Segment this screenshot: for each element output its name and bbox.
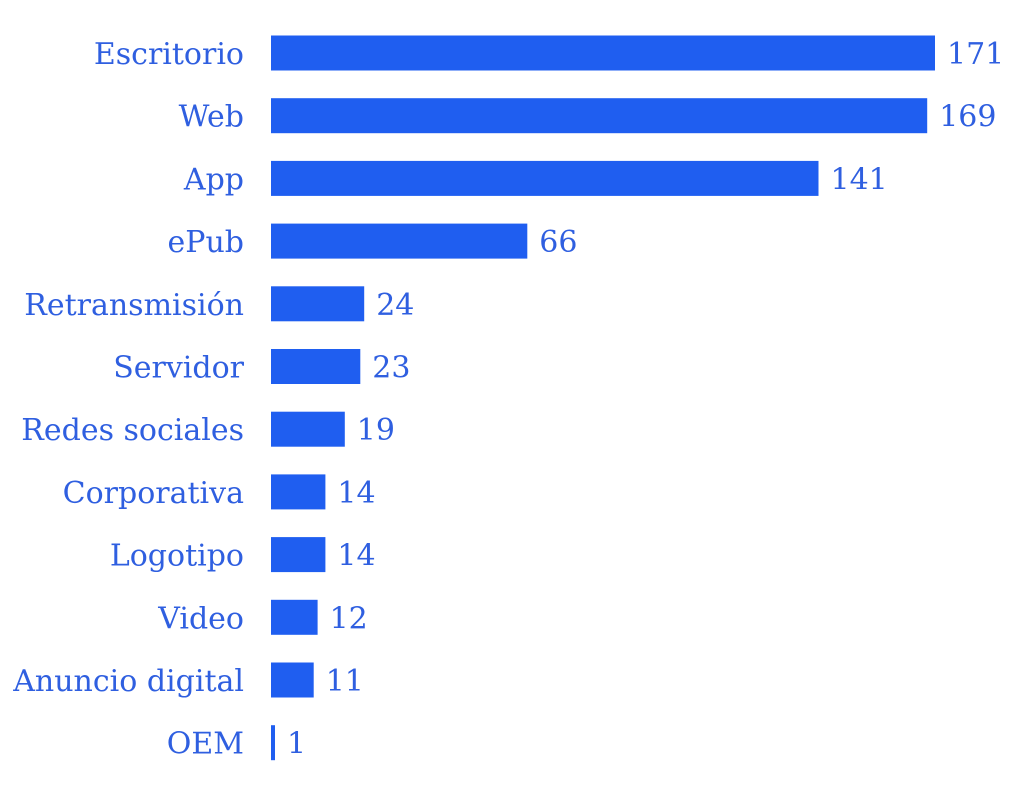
bar-video [271,599,318,635]
category-label-anuncio-digital: Anuncio digital [12,664,244,699]
value-label-anuncio-digital: 11 [326,664,364,699]
bar-logotipo [271,537,326,573]
category-label-logotipo: Logotipo [110,539,244,574]
bar-epub [271,223,528,259]
bar-corporativa [271,474,326,510]
category-label-corporativa: Corporativa [63,476,244,511]
category-label-redes-sociales: Redes sociales [21,413,244,448]
category-label-video: Video [157,601,244,636]
value-label-retransmision: 24 [376,288,414,323]
bar-oem [271,725,275,761]
bar-app [271,160,819,196]
bar-retransmision [271,286,365,322]
category-labels-group: Escritorio Web App ePub Retransmisión Servido… [12,37,244,762]
bar-escritorio [271,35,935,71]
category-label-app: App [183,162,244,197]
bar-servidor [271,349,361,384]
category-label-escritorio: Escritorio [94,37,244,72]
value-label-logotipo: 14 [337,539,375,574]
category-label-servidor: Servidor [113,351,244,386]
category-label-retransmision: Retransmisión [24,288,244,323]
value-label-corporativa: 14 [337,476,375,511]
bars-group [271,35,935,761]
value-label-escritorio: 171 [947,37,1004,72]
bar-redes-sociales [271,411,345,447]
value-label-redes-sociales: 19 [357,413,395,448]
value-label-epub: 66 [539,225,577,260]
category-label-oem: OEM [167,727,244,762]
bar-web [271,98,928,134]
category-label-epub: ePub [168,225,244,260]
category-label-web: Web [179,100,244,135]
value-label-video: 12 [330,601,368,636]
value-label-servidor: 23 [372,351,410,386]
bar-anuncio-digital [271,662,314,698]
value-label-app: 141 [831,162,888,197]
value-label-web: 169 [939,100,996,135]
value-label-oem: 1 [287,727,306,762]
